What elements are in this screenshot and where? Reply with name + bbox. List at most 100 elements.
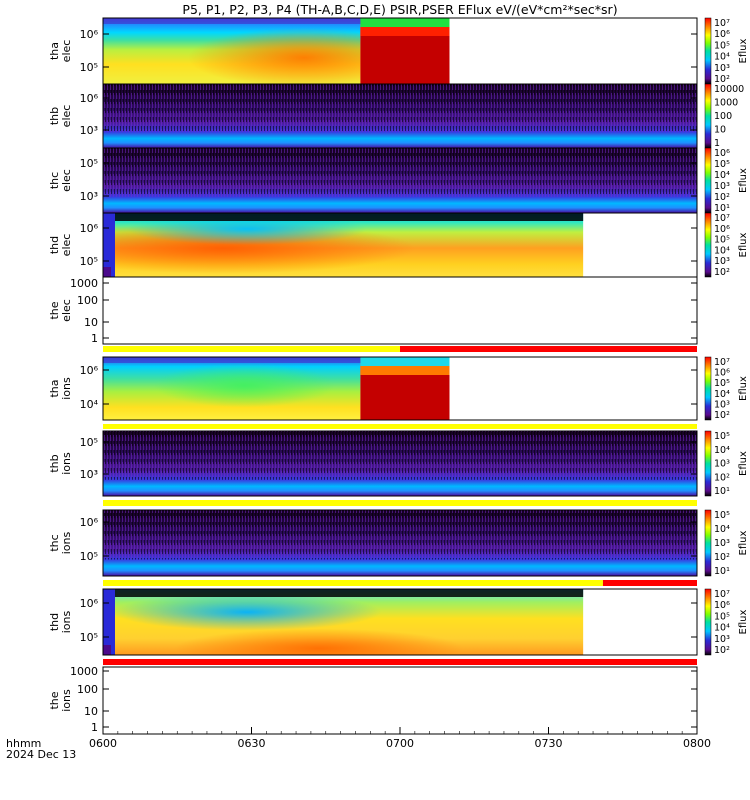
x-tick-label: 0800	[683, 737, 711, 750]
thc-ions-colorbar-label: Eflux	[738, 530, 749, 555]
tha-elec-colorbar-tick: 10²	[714, 74, 730, 85]
thc-ions-colorbar-tick: 10³	[714, 538, 730, 549]
thb-elec-colorbar-tick: 100	[714, 111, 732, 122]
panel-the-ions: theions 1000 100 10 1	[48, 665, 698, 735]
panel-thb-ions: thbions 10⁵ 10³ 10⁵ 10⁴ 10³ 10² 10¹ Eflux	[48, 430, 749, 497]
thd-ions-frame	[102, 588, 698, 656]
the-ions-ytick-label: 1	[91, 721, 98, 734]
thb-elec-colorbar-tick: 10	[714, 125, 726, 136]
tha-elec-colorbar-tick: 10⁷	[714, 18, 730, 29]
thc-elec-colorbar-tick: 10³	[714, 181, 730, 192]
thb-elec-ylabel: thbelec	[48, 105, 73, 128]
thd-elec-colorbar-tick: 10²	[714, 267, 730, 278]
thd-elec-colorbar-tick: 10⁵	[714, 235, 730, 246]
flag-segment-yellow	[103, 580, 603, 586]
thd-ions-colorbar-tick: 10⁶	[714, 600, 730, 611]
thb-ions-colorbar-label: Eflux	[738, 451, 749, 476]
thc-elec-colorbar-tick: 10⁴	[714, 170, 730, 181]
thc-elec-spectrogram	[103, 148, 697, 213]
thc-ions-ytick-label: 10⁵	[80, 550, 98, 563]
the-elec-frame	[102, 276, 698, 345]
thd-ions-ytick-label: 10⁶	[80, 597, 99, 610]
tha-elec-colorbar-tick: 10⁴	[714, 52, 730, 63]
the-ions-ytick-label: 100	[77, 683, 98, 696]
tha-ions-colorbar-tick: 10⁴	[714, 389, 730, 400]
thc-elec-colorbar-tick: 10⁶	[714, 148, 730, 159]
flag-bar-thb-ions	[103, 500, 697, 506]
tha-ions-frame	[102, 356, 698, 421]
flag-segment-red	[602, 580, 697, 586]
the-elec-ylabel: theelec	[48, 299, 73, 322]
thb-elec-colorbar-tick: 1000	[714, 98, 738, 109]
thb-ions-colorbar-tick: 10²	[714, 472, 730, 483]
thc-elec-colorbar-tick: 10²	[714, 192, 730, 203]
tha-ions-ytick-label: 10⁶	[80, 364, 99, 377]
tha-elec-colorbar-tick: 10³	[714, 63, 730, 74]
thb-ions-frame	[102, 430, 698, 497]
date-label: 2024 Dec 13	[6, 748, 76, 761]
thc-ions-ylabel: thcions	[48, 531, 73, 554]
thb-elec-colorbar: 10000 1000 100 10 1	[704, 83, 744, 149]
thc-ions-colorbar-tick: 10¹	[714, 566, 730, 577]
tha-ions-colorbar-tick: 10⁵	[714, 378, 730, 389]
the-ions-ytick-label: 1000	[70, 665, 98, 678]
thd-elec-colorbar-label: Eflux	[738, 232, 749, 257]
the-elec-ytick-label: 1000	[70, 277, 98, 290]
thc-ions-frame	[102, 509, 698, 577]
thd-elec-colorbar-tick: 10⁷	[714, 213, 730, 224]
tha-elec-ylabel: thaelec	[48, 40, 73, 63]
flag-segment-yellow	[103, 500, 697, 506]
x-tick-label: 0700	[386, 737, 414, 750]
flag-segment-red	[103, 659, 697, 665]
thd-elec-spectrogram	[103, 213, 584, 277]
the-elec-ytick-label: 100	[77, 294, 98, 307]
tha-ions-colorbar-tick: 10²	[714, 410, 730, 421]
x-tick-label: 0600	[89, 737, 117, 750]
thd-elec-ylabel: thdelec	[48, 234, 73, 257]
tha-ions-colorbar-tick: 10⁷	[714, 357, 730, 368]
thc-ions-colorbar-tick: 10⁵	[714, 510, 730, 521]
tha-ions-ylabel: thaions	[48, 377, 73, 400]
thc-ions-colorbar-tick: 10⁴	[714, 524, 730, 535]
thb-ions-colorbar-tick: 10³	[714, 459, 730, 470]
tha-elec-colorbar-label: Eflux	[738, 38, 749, 63]
thc-elec-ytick-label: 10³	[80, 190, 98, 203]
thd-ions-colorbar-tick: 10⁴	[714, 623, 730, 634]
flag-bar-thd-ions	[103, 659, 697, 665]
panel-thb-elec: thbelec 10⁶ 10³ 10000 1000 100 10 1	[48, 83, 744, 149]
thd-elec-colorbar-tick: 10³	[714, 256, 730, 267]
x-axis-label: hhmm	[6, 737, 41, 750]
the-ions-ylabel: theions	[48, 689, 73, 712]
thb-ions-colorbar-tick: 10⁴	[714, 445, 730, 456]
figure-title: P5, P1, P2, P3, P4 (TH-A,B,C,D,E) PSIR,P…	[182, 2, 617, 17]
thb-ions-spectrogram	[103, 431, 697, 496]
thd-ions-colorbar-label: Eflux	[738, 609, 749, 634]
the-ions-ytick-label: 10	[84, 705, 98, 718]
x-tick-label: 0630	[238, 737, 266, 750]
thb-elec-ytick-label: 10⁶	[80, 92, 99, 105]
thc-ions-colorbar: 10⁵ 10⁴ 10³ 10² 10¹ Eflux	[704, 509, 749, 577]
thb-ions-colorbar: 10⁵ 10⁴ 10³ 10² 10¹ Eflux	[704, 430, 749, 497]
thd-ions-colorbar-tick: 10⁵	[714, 611, 730, 622]
thd-ions-colorbar-tick: 10²	[714, 645, 730, 656]
thd-ions-colorbar-tick: 10³	[714, 634, 730, 645]
x-tick-label: 0730	[535, 737, 563, 750]
thb-elec-colorbar-tick: 1	[714, 138, 720, 149]
thb-ions-ylabel: thbions	[48, 452, 73, 475]
tha-elec-spectrogram	[103, 18, 450, 84]
thc-elec-ylabel: thcelec	[48, 169, 73, 192]
thc-elec-ytick-label: 10⁵	[80, 157, 98, 170]
flag-bar-thc-ions	[103, 580, 697, 586]
thc-elec-colorbar-tick: 10¹	[714, 203, 730, 214]
tha-ions-colorbar-tick: 10³	[714, 399, 730, 410]
flag-bar-tha-ions	[103, 424, 697, 429]
thd-ions-spectrogram	[103, 589, 584, 655]
flag-bar-the-elec	[103, 346, 697, 352]
tha-elec-ytick-label: 10⁵	[80, 61, 98, 74]
